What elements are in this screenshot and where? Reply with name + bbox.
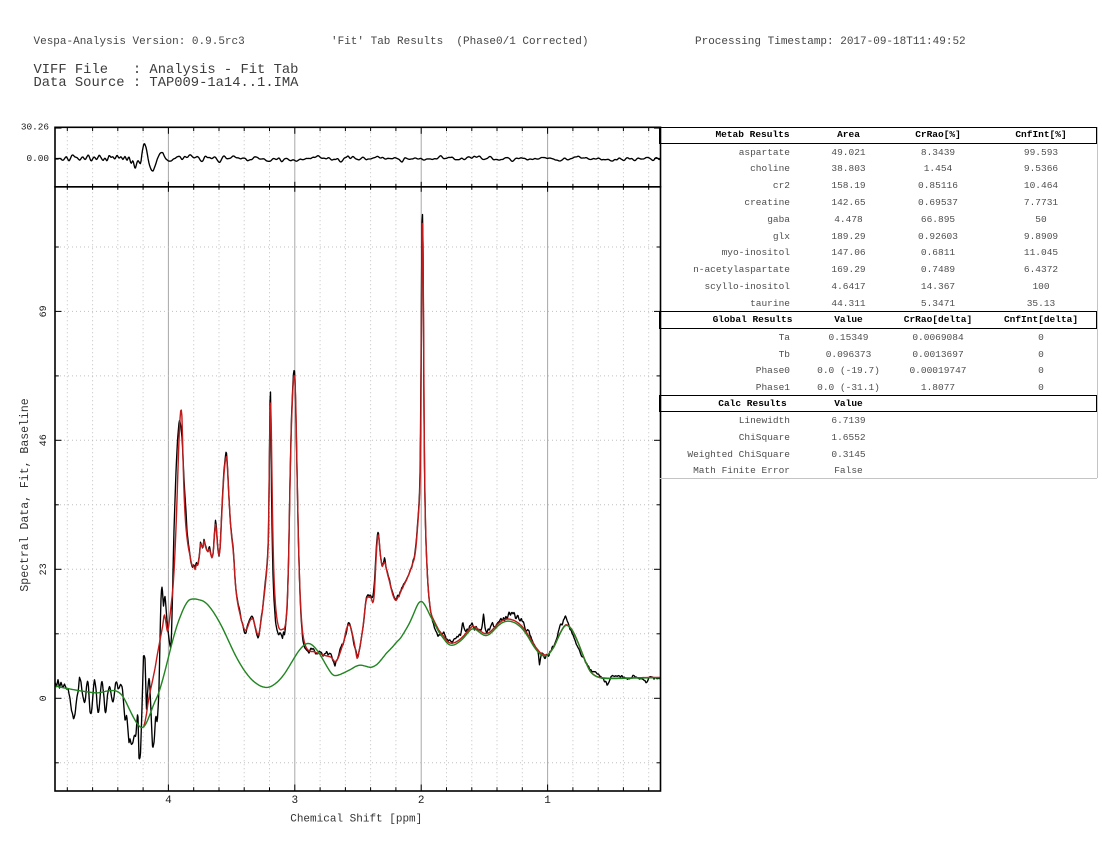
svg-text:2: 2 <box>418 795 425 807</box>
svg-text:0: 0 <box>39 695 50 701</box>
svg-text:69: 69 <box>39 305 50 317</box>
svg-text:3: 3 <box>291 795 298 807</box>
svg-text:4: 4 <box>165 795 172 807</box>
svg-text:23: 23 <box>39 563 50 575</box>
svg-text:Spectral Data, Fit, Baseline: Spectral Data, Fit, Baseline <box>19 398 32 591</box>
svg-text:30.26: 30.26 <box>21 122 50 133</box>
svg-text:46: 46 <box>39 434 50 446</box>
svg-text:1: 1 <box>544 795 551 807</box>
svg-text:0.00: 0.00 <box>26 153 49 164</box>
svg-text:Chemical Shift [ppm]: Chemical Shift [ppm] <box>290 814 422 826</box>
